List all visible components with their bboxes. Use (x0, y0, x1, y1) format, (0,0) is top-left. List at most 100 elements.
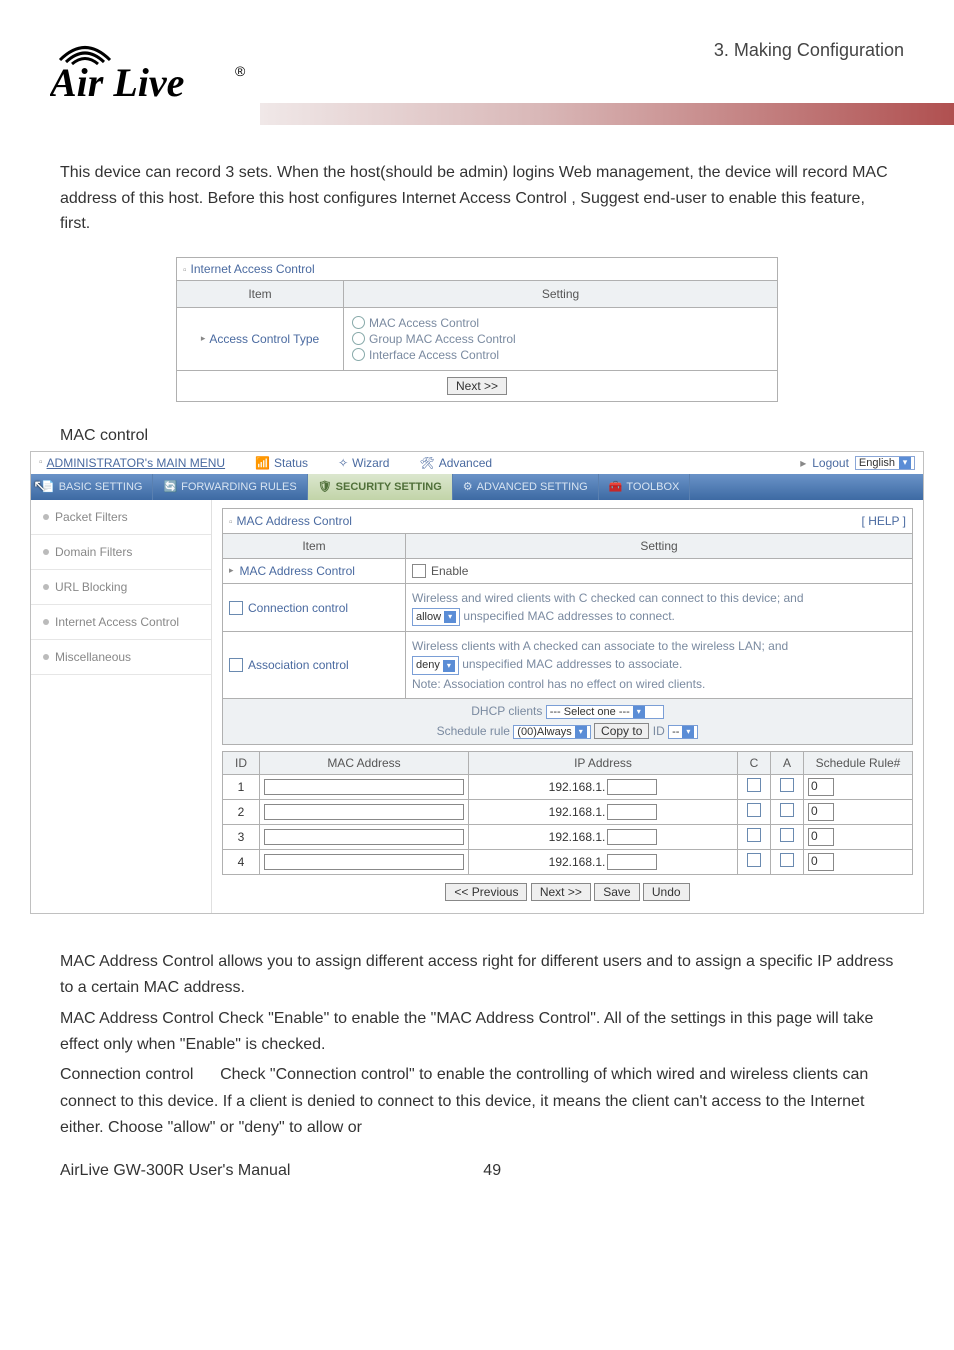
tab-forwarding-rules[interactable]: 🔄FORWARDING RULES (153, 474, 307, 500)
connection-control-checkbox[interactable] (229, 601, 243, 615)
language-select[interactable]: English▾ (855, 456, 915, 470)
conn-desc-line1: Wireless and wired clients with C checke… (412, 591, 804, 605)
mac-input[interactable] (264, 804, 464, 820)
chevron-down-icon: ▾ (443, 660, 455, 672)
row-id: 3 (223, 824, 260, 849)
conn-desc-line2: unspecified MAC addresses to connect. (463, 609, 674, 623)
c-checkbox[interactable] (747, 853, 761, 867)
prev-button[interactable]: << Previous (445, 883, 527, 901)
id-label: ID (653, 724, 665, 738)
intro-paragraph: This device can record 3 sets. When the … (0, 125, 954, 247)
ip-suffix-input[interactable] (607, 829, 657, 845)
c-checkbox[interactable] (747, 778, 761, 792)
iac-next-button[interactable]: Next >> (447, 377, 507, 395)
ip-suffix-input[interactable] (607, 804, 657, 820)
a-checkbox[interactable] (780, 853, 794, 867)
assoc-note: Note: Association control has no effect … (412, 677, 705, 691)
mac-input[interactable] (264, 829, 464, 845)
col-c: C (738, 751, 771, 774)
c-checkbox[interactable] (747, 803, 761, 817)
connection-control-label: Connection control (248, 601, 348, 615)
assoc-desc-line1: Wireless clients with A checked can asso… (412, 639, 788, 653)
logout-link[interactable]: Logout (812, 456, 849, 470)
header-gradient (260, 103, 954, 125)
mac-col-setting: Setting (406, 533, 913, 558)
col-ip: IP Address (469, 751, 738, 774)
association-control-checkbox[interactable] (229, 658, 243, 672)
save-button[interactable]: Save (594, 883, 639, 901)
tab-toolbox[interactable]: 🧰TOOLBOX (599, 474, 691, 500)
forward-icon: 🔄 (163, 480, 177, 493)
mac-control-heading: MAC control (0, 427, 954, 445)
mac-input[interactable] (264, 779, 464, 795)
col-a: A (771, 751, 804, 774)
schedule-input[interactable]: 0 (808, 853, 834, 871)
dhcp-clients-label: DHCP clients (471, 704, 542, 718)
footer-p2: MAC Address Control Check "Enable" to en… (60, 1006, 894, 1059)
a-checkbox[interactable] (780, 828, 794, 842)
a-checkbox[interactable] (780, 778, 794, 792)
dhcp-clients-select[interactable]: --- Select one ---▾ (546, 705, 664, 719)
footer-p3: Connection control Check "Connection con… (60, 1062, 894, 1141)
menu-bullet: ▫ (39, 457, 43, 468)
security-icon: 🛡 (318, 480, 332, 493)
sidebar-item-packet-filters[interactable]: Packet Filters (31, 500, 211, 535)
sidebar-item-miscellaneous[interactable]: Miscellaneous (31, 640, 211, 675)
mac-address-control-table: ▫MAC Address Control[ HELP ] Item Settin… (222, 508, 913, 745)
schedule-input[interactable]: 0 (808, 778, 834, 796)
undo-button[interactable]: Undo (643, 883, 690, 901)
c-checkbox[interactable] (747, 828, 761, 842)
a-checkbox[interactable] (780, 803, 794, 817)
col-mac: MAC Address (260, 751, 469, 774)
mac-data-table: ID MAC Address IP Address C A Schedule R… (222, 751, 913, 875)
tab-advanced-setting[interactable]: ⚙ADVANCED SETTING (453, 474, 599, 500)
help-link[interactable]: [ HELP ] (862, 514, 906, 528)
iac-col-item: Item (177, 281, 344, 307)
mac-col-item: Item (223, 533, 406, 558)
id-select[interactable]: --▾ (668, 725, 698, 739)
nav-status[interactable]: 📶Status (255, 456, 308, 470)
iac-panel-title: ▫Internet Access Control (177, 258, 777, 281)
schedule-rule-select[interactable]: (00)Always▾ (513, 725, 590, 739)
nav-wizard[interactable]: ✧Wizard (338, 456, 389, 470)
section-title: 3. Making Configuration (260, 30, 904, 61)
logout-arrow-icon: ▸ (800, 456, 806, 470)
table-row: 3192.168.1.0 (223, 824, 913, 849)
chevron-down-icon: ▾ (633, 706, 645, 718)
mac-input[interactable] (264, 854, 464, 870)
radio-group-mac[interactable]: Group MAC Access Control (352, 332, 769, 346)
table-row: 2192.168.1.0 (223, 799, 913, 824)
copy-to-button[interactable]: Copy to (594, 723, 649, 739)
assoc-deny-select[interactable]: deny▾ (412, 656, 459, 675)
tab-security-setting[interactable]: 🛡SECURITY SETTING (308, 474, 453, 500)
assoc-desc-line2: unspecified MAC addresses to associate. (462, 657, 682, 671)
admin-main-menu-title[interactable]: ADMINISTRATOR's MAIN MENU (47, 456, 226, 470)
tab-basic-setting[interactable]: 📄BASIC SETTING (31, 474, 153, 500)
conn-allow-select[interactable]: allow▾ (412, 608, 460, 627)
col-id: ID (223, 751, 260, 774)
ip-suffix-input[interactable] (607, 854, 657, 870)
row-id: 1 (223, 774, 260, 799)
schedule-input[interactable]: 0 (808, 803, 834, 821)
next-button[interactable]: Next >> (531, 883, 591, 901)
mac-panel-title: MAC Address Control (237, 514, 352, 528)
footer-p1: MAC Address Control allows you to assign… (60, 949, 894, 1002)
chevron-down-icon: ▾ (575, 726, 587, 738)
chevron-down-icon: ▾ (899, 457, 911, 469)
ip-suffix-input[interactable] (607, 779, 657, 795)
enable-checkbox[interactable] (412, 564, 426, 578)
sidebar-item-domain-filters[interactable]: Domain Filters (31, 535, 211, 570)
radio-mac-access[interactable]: MAC Access Control (352, 316, 769, 330)
col-schedule: Schedule Rule# (804, 751, 913, 774)
cursor-icon: ↖ (33, 476, 46, 496)
sidebar-item-url-blocking[interactable]: URL Blocking (31, 570, 211, 605)
toolbox-icon: 🧰 (609, 480, 623, 493)
radio-interface[interactable]: Interface Access Control (352, 348, 769, 362)
nav-advanced[interactable]: 🛠Advanced (419, 456, 492, 470)
table-row: 4192.168.1.0 (223, 849, 913, 874)
row-id: 2 (223, 799, 260, 824)
signal-icon: 📶 (255, 456, 270, 470)
schedule-input[interactable]: 0 (808, 828, 834, 846)
sidebar-item-internet-access-control[interactable]: Internet Access Control (31, 605, 211, 640)
iac-col-setting: Setting (344, 281, 777, 307)
